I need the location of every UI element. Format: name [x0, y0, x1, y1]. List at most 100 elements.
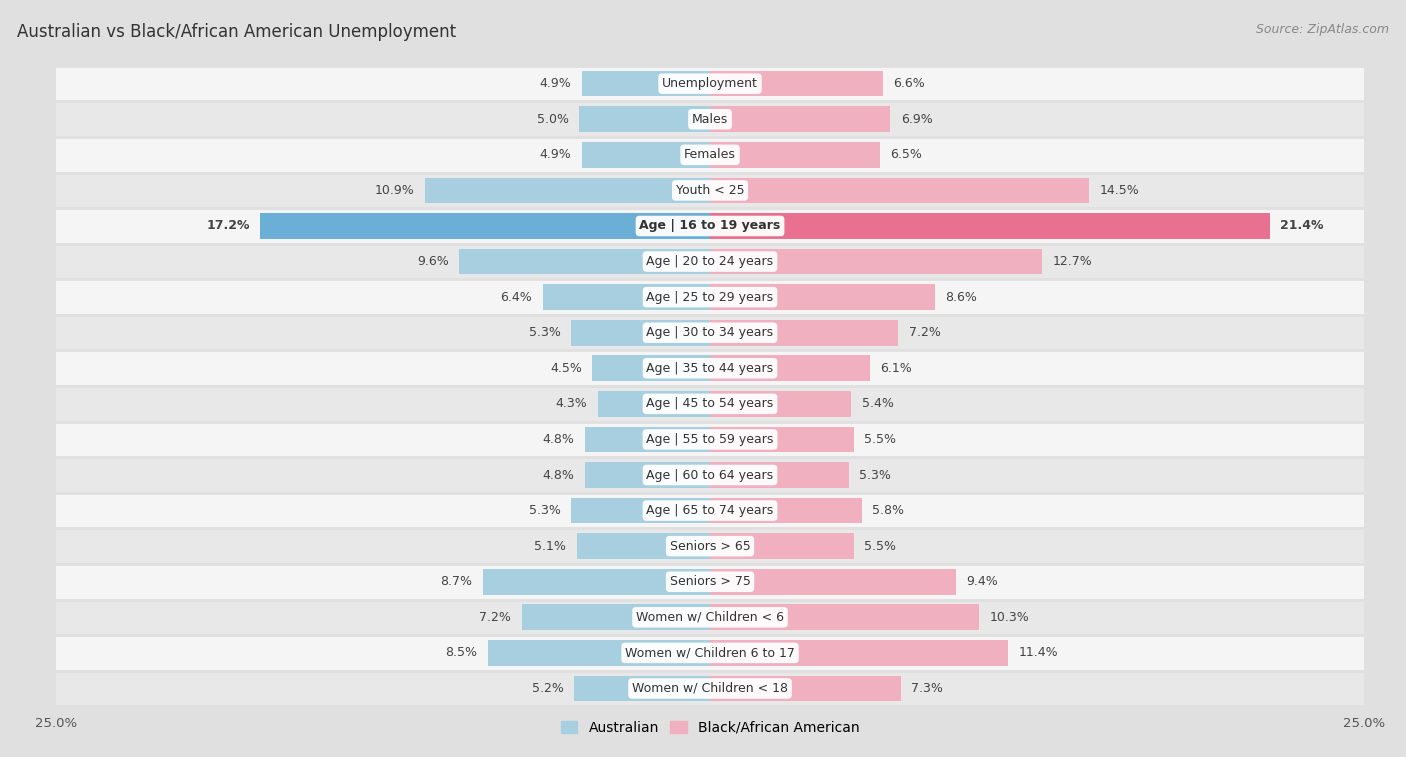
Bar: [710, 285, 935, 310]
Text: 4.9%: 4.9%: [540, 77, 571, 90]
Text: Women w/ Children 6 to 17: Women w/ Children 6 to 17: [626, 646, 794, 659]
Text: 8.7%: 8.7%: [440, 575, 472, 588]
Text: Age | 60 to 64 years: Age | 60 to 64 years: [647, 469, 773, 481]
Text: Age | 25 to 29 years: Age | 25 to 29 years: [647, 291, 773, 304]
Text: 6.1%: 6.1%: [880, 362, 911, 375]
Text: 10.3%: 10.3%: [990, 611, 1029, 624]
Text: Source: ZipAtlas.com: Source: ZipAtlas.com: [1256, 23, 1389, 36]
Bar: [56, 280, 1364, 314]
Text: 4.5%: 4.5%: [550, 362, 582, 375]
Bar: [571, 320, 710, 345]
Bar: [710, 320, 898, 345]
Text: Age | 65 to 74 years: Age | 65 to 74 years: [647, 504, 773, 517]
Bar: [56, 565, 1364, 599]
Text: 8.5%: 8.5%: [446, 646, 477, 659]
Text: 6.5%: 6.5%: [890, 148, 922, 161]
Bar: [571, 498, 710, 523]
Text: 5.3%: 5.3%: [859, 469, 891, 481]
Text: Age | 16 to 19 years: Age | 16 to 19 years: [640, 220, 780, 232]
Bar: [710, 605, 980, 630]
Bar: [522, 605, 710, 630]
Bar: [710, 676, 901, 701]
Text: Males: Males: [692, 113, 728, 126]
Text: 12.7%: 12.7%: [1053, 255, 1092, 268]
Bar: [56, 458, 1364, 492]
Bar: [56, 138, 1364, 172]
Text: Women w/ Children < 18: Women w/ Children < 18: [633, 682, 787, 695]
Text: Age | 35 to 44 years: Age | 35 to 44 years: [647, 362, 773, 375]
Text: 5.3%: 5.3%: [529, 326, 561, 339]
Bar: [710, 71, 883, 96]
Text: Age | 20 to 24 years: Age | 20 to 24 years: [647, 255, 773, 268]
Text: 9.4%: 9.4%: [966, 575, 998, 588]
Bar: [710, 534, 853, 559]
Text: Seniors > 65: Seniors > 65: [669, 540, 751, 553]
Bar: [585, 427, 710, 452]
Text: Age | 30 to 34 years: Age | 30 to 34 years: [647, 326, 773, 339]
Text: 10.9%: 10.9%: [375, 184, 415, 197]
Text: 4.8%: 4.8%: [543, 433, 574, 446]
Text: Age | 45 to 54 years: Age | 45 to 54 years: [647, 397, 773, 410]
Text: 5.3%: 5.3%: [529, 504, 561, 517]
Text: 5.1%: 5.1%: [534, 540, 567, 553]
Bar: [56, 351, 1364, 385]
Bar: [482, 569, 710, 594]
Bar: [56, 422, 1364, 456]
Text: 4.9%: 4.9%: [540, 148, 571, 161]
Bar: [710, 142, 880, 167]
Bar: [710, 107, 890, 132]
Bar: [710, 498, 862, 523]
Bar: [488, 640, 710, 665]
Text: 4.3%: 4.3%: [555, 397, 588, 410]
Bar: [579, 107, 710, 132]
Bar: [585, 463, 710, 488]
Bar: [56, 600, 1364, 634]
Text: Females: Females: [685, 148, 735, 161]
Bar: [260, 213, 710, 238]
Bar: [710, 213, 1270, 238]
Bar: [576, 534, 710, 559]
Text: 5.0%: 5.0%: [537, 113, 569, 126]
Text: 6.9%: 6.9%: [901, 113, 932, 126]
Bar: [56, 67, 1364, 101]
Bar: [710, 463, 849, 488]
Text: 7.3%: 7.3%: [911, 682, 943, 695]
Bar: [710, 569, 956, 594]
Bar: [56, 102, 1364, 136]
Bar: [592, 356, 710, 381]
Text: Unemployment: Unemployment: [662, 77, 758, 90]
Bar: [56, 387, 1364, 421]
Bar: [56, 209, 1364, 243]
Bar: [56, 245, 1364, 279]
Text: 7.2%: 7.2%: [479, 611, 512, 624]
Bar: [582, 142, 710, 167]
Bar: [56, 173, 1364, 207]
Text: 7.2%: 7.2%: [908, 326, 941, 339]
Text: 5.4%: 5.4%: [862, 397, 894, 410]
Text: Age | 55 to 59 years: Age | 55 to 59 years: [647, 433, 773, 446]
Text: Australian vs Black/African American Unemployment: Australian vs Black/African American Une…: [17, 23, 456, 41]
Text: 5.5%: 5.5%: [865, 433, 896, 446]
Text: 8.6%: 8.6%: [945, 291, 977, 304]
Text: 21.4%: 21.4%: [1279, 220, 1323, 232]
Text: 5.8%: 5.8%: [872, 504, 904, 517]
Bar: [56, 529, 1364, 563]
Text: 5.5%: 5.5%: [865, 540, 896, 553]
Bar: [574, 676, 710, 701]
Text: 17.2%: 17.2%: [207, 220, 250, 232]
Bar: [710, 356, 869, 381]
Text: 5.2%: 5.2%: [531, 682, 564, 695]
Bar: [425, 178, 710, 203]
Bar: [710, 178, 1090, 203]
Text: Women w/ Children < 6: Women w/ Children < 6: [636, 611, 785, 624]
Bar: [710, 249, 1042, 274]
Bar: [56, 316, 1364, 350]
Bar: [582, 71, 710, 96]
Text: 14.5%: 14.5%: [1099, 184, 1139, 197]
Text: Youth < 25: Youth < 25: [676, 184, 744, 197]
Text: 11.4%: 11.4%: [1018, 646, 1059, 659]
Bar: [56, 636, 1364, 670]
Text: 6.6%: 6.6%: [893, 77, 925, 90]
Legend: Australian, Black/African American: Australian, Black/African American: [555, 715, 865, 740]
Bar: [458, 249, 710, 274]
